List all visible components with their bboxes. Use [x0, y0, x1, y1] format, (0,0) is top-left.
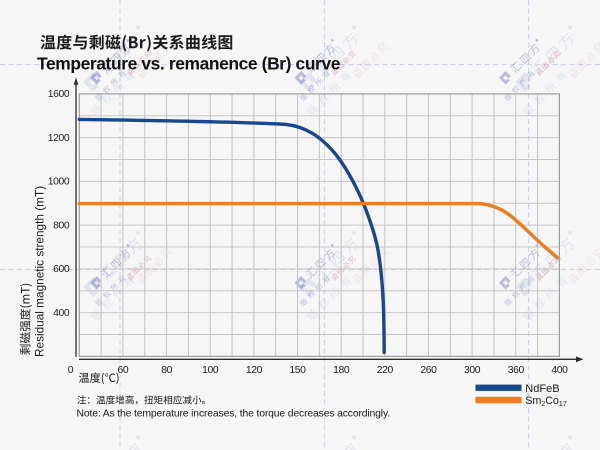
- svg-text:Residual magnetic strength (mT: Residual magnetic strength (mT): [33, 186, 47, 357]
- svg-text:600: 600: [53, 264, 70, 275]
- svg-text:Sm2Co17: Sm2Co17: [525, 395, 567, 408]
- svg-text:300: 300: [464, 365, 481, 376]
- svg-text:400: 400: [53, 308, 70, 319]
- svg-text:150: 150: [289, 365, 306, 376]
- svg-text:1600: 1600: [48, 89, 70, 100]
- svg-text:Note: As the temperature incre: Note: As the temperature increases, the …: [77, 408, 390, 419]
- svg-text:Temperature vs. remanence (Br): Temperature vs. remanence (Br) curve: [37, 53, 341, 73]
- svg-text:220: 220: [377, 365, 394, 376]
- svg-text:1000: 1000: [48, 177, 70, 188]
- svg-text:NdFeB: NdFeB: [525, 383, 559, 395]
- svg-text:180: 180: [333, 365, 350, 376]
- svg-text:400: 400: [551, 365, 568, 376]
- svg-text:0: 0: [68, 365, 74, 376]
- svg-text:1200: 1200: [48, 133, 70, 144]
- svg-text:800: 800: [53, 221, 70, 232]
- svg-text:100: 100: [202, 365, 219, 376]
- svg-text:260: 260: [420, 365, 437, 376]
- svg-text:360: 360: [508, 365, 525, 376]
- svg-text:120: 120: [246, 365, 263, 376]
- svg-text:60: 60: [118, 365, 129, 376]
- svg-text:80: 80: [161, 365, 172, 376]
